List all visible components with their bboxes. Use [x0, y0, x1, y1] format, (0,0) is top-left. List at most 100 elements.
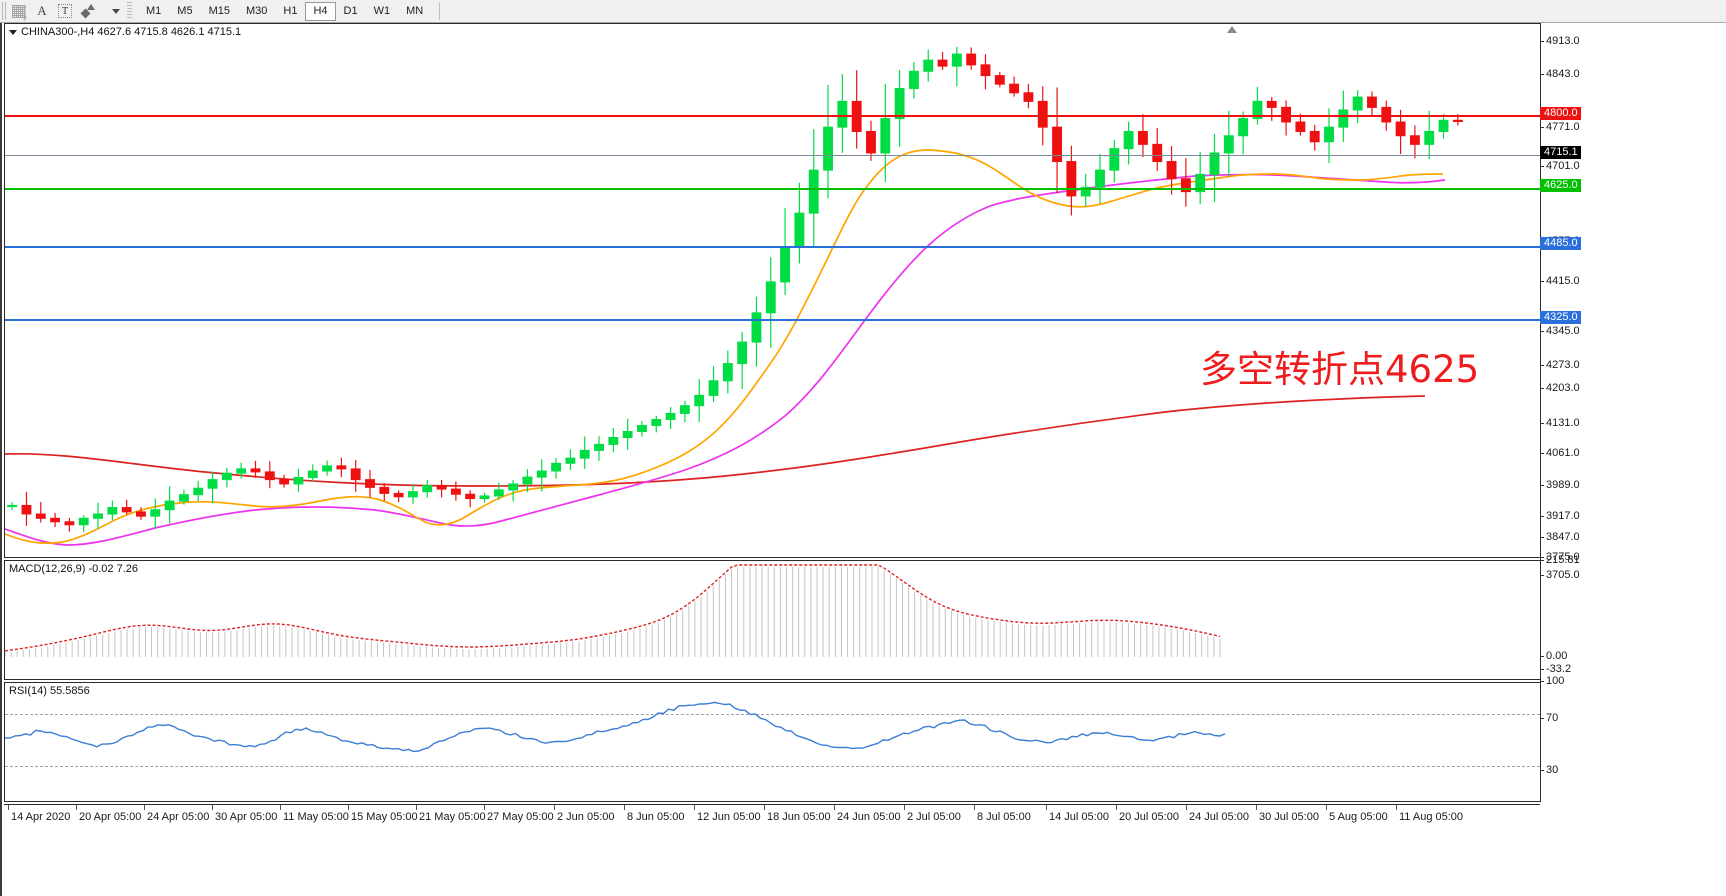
- time-axis-label: 11 Aug 05:00: [1399, 811, 1464, 823]
- price-pane-label: CHINA300-,H4 4627.6 4715.8 4626.1 4715.1: [9, 26, 241, 38]
- price-tick: 4701.0: [1540, 161, 1580, 172]
- time-axis-label: 27 May 05:00: [487, 811, 554, 823]
- support2-level-badge[interactable]: 4325.0: [1540, 311, 1581, 324]
- time-tick: [1326, 805, 1327, 810]
- time-tick: [8, 805, 9, 810]
- resistance-level-badge[interactable]: 4800.0: [1540, 107, 1581, 120]
- rsi-pane-label: RSI(14) 55.5856: [9, 685, 90, 697]
- time-axis-label: 12 Jun 05:00: [697, 811, 761, 823]
- rsi-scale-30: 30: [1540, 765, 1558, 776]
- price-tick: 4345.0: [1540, 326, 1580, 337]
- time-tick: [1116, 805, 1117, 810]
- macd-scale-top: 215.81: [1540, 555, 1580, 566]
- time-axis-label: 30 Jul 05:00: [1259, 811, 1319, 823]
- timeframe-m30[interactable]: M30: [245, 5, 268, 17]
- price-4715-line[interactable]: [5, 155, 1540, 156]
- toolbar-grip[interactable]: [2, 2, 7, 20]
- text-font-icon[interactable]: A: [37, 3, 47, 18]
- time-axis-label: 20 Jul 05:00: [1119, 811, 1179, 823]
- time-tick: [904, 805, 905, 810]
- time-axis-label: 5 Aug 05:00: [1329, 811, 1388, 823]
- time-tick: [212, 805, 213, 810]
- price-tick: 3705.0: [1540, 570, 1580, 581]
- rsi-level-70-line: [5, 714, 1540, 715]
- resistance-4800-line[interactable]: [5, 115, 1540, 117]
- timeframe-m1[interactable]: M1: [146, 5, 162, 17]
- text-label-icon[interactable]: T: [53, 2, 77, 21]
- price-tick: 4415.0: [1540, 276, 1580, 287]
- time-axis-label: 18 Jun 05:00: [767, 811, 831, 823]
- price-tick: 4203.0: [1540, 383, 1580, 394]
- time-tick: [834, 805, 835, 810]
- timeframe-mn[interactable]: MN: [406, 5, 424, 17]
- price-tick: 4273.0: [1540, 360, 1580, 371]
- time-axis-label: 8 Jun 05:00: [627, 811, 685, 823]
- shapes-icon[interactable]: [77, 2, 103, 21]
- macd-panel[interactable]: MACD(12,26,9) -0.02 7.26: [4, 560, 1541, 680]
- time-axis[interactable]: 14 Apr 2020 20 Apr 05:00 24 Apr 05:00 30 Ap…: [4, 804, 1541, 834]
- timeframe-h4[interactable]: H4: [305, 1, 336, 21]
- candlestick-series: [7, 46, 1463, 532]
- time-tick: [280, 805, 281, 810]
- rsi-scale-70: 70: [1540, 713, 1558, 724]
- macd-series-svg: [5, 564, 1221, 657]
- time-axis-label: 24 Apr 05:00: [147, 811, 210, 823]
- time-axis-label: 20 Apr 05:00: [79, 811, 142, 823]
- chart-frame: CHINA300-,H4 4627.6 4715.8 4626.1 4715.1…: [0, 23, 1726, 896]
- time-tick: [484, 805, 485, 810]
- price-tick: 4843.0: [1540, 69, 1580, 80]
- time-tick: [554, 805, 555, 810]
- price-tick: 3989.0: [1540, 480, 1580, 491]
- rsi-series-svg: [5, 701, 1226, 753]
- time-axis-label: 14 Jul 05:00: [1049, 811, 1109, 823]
- price-series-svg: [5, 46, 1463, 546]
- price-tick: 3847.0: [1540, 532, 1580, 543]
- timeframe-m5[interactable]: M5: [177, 5, 193, 17]
- rsi-level-30-line: [5, 766, 1540, 767]
- time-axis-label: 11 May 05:00: [283, 811, 349, 823]
- macd-scale-zero: 0.00: [1540, 651, 1567, 662]
- time-tick: [694, 805, 695, 810]
- price-tick: 4913.0: [1540, 36, 1580, 47]
- pivot-4625-line[interactable]: [5, 188, 1540, 190]
- chart-annotation-text: 多空转折点4625: [1200, 348, 1480, 391]
- price-tick: 4131.0: [1540, 418, 1580, 429]
- last-price-badge[interactable]: 4715.1: [1540, 146, 1581, 159]
- time-tick: [1256, 805, 1257, 810]
- symbol-caret-icon[interactable]: [9, 29, 17, 35]
- time-tick: [348, 805, 349, 810]
- rsi-panel[interactable]: RSI(14) 55.5856: [4, 682, 1541, 802]
- support-level-badge[interactable]: 4485.0: [1540, 237, 1581, 250]
- price-axis[interactable]: 4913.04843.04771.04701.04557.04415.04345…: [1540, 23, 1726, 896]
- time-tick: [1046, 805, 1047, 810]
- time-axis-label: 15 May 05:00: [351, 811, 418, 823]
- timeframe-d1[interactable]: D1: [343, 5, 358, 17]
- timeframe-group-grip[interactable]: [127, 2, 132, 20]
- time-axis-label: 24 Jun 05:00: [837, 811, 901, 823]
- ma-mid-line: [5, 173, 1446, 546]
- price-tick: 3775.0: [1540, 552, 1580, 563]
- pivot-level-badge[interactable]: 4625.0: [1540, 179, 1581, 192]
- time-axis-label: 24 Jul 05:00: [1189, 811, 1249, 823]
- ma-slow-line: [5, 395, 1426, 487]
- toolbar-divider: [439, 2, 441, 20]
- dropdown-caret-icon[interactable]: [103, 2, 125, 21]
- timeframe-group: M1 M5 M15 M30 H1 H4 D1 W1 MN: [138, 1, 431, 21]
- grid-dots-icon[interactable]: [7, 2, 31, 23]
- time-tick: [624, 805, 625, 810]
- support-4325-line[interactable]: [5, 319, 1540, 321]
- price-panel[interactable]: CHINA300-,H4 4627.6 4715.8 4626.1 4715.1: [4, 23, 1541, 558]
- time-tick: [144, 805, 145, 810]
- scroll-marker-icon: [1227, 26, 1237, 33]
- support-4485-line[interactable]: [5, 246, 1540, 248]
- time-axis-label: 21 May 05:00: [419, 811, 486, 823]
- time-tick: [1186, 805, 1187, 810]
- macd-scale-bottom: -33.2: [1540, 664, 1571, 675]
- timeframe-m15[interactable]: M15: [208, 5, 230, 17]
- timeframe-w1[interactable]: W1: [373, 5, 391, 17]
- timeframe-h1[interactable]: H1: [283, 5, 298, 17]
- time-tick: [1396, 805, 1397, 810]
- toolbar: A T M1 M5 M15 M30 H1 H4 D1 W1 MN: [0, 0, 1726, 23]
- price-tick: 3917.0: [1540, 511, 1580, 522]
